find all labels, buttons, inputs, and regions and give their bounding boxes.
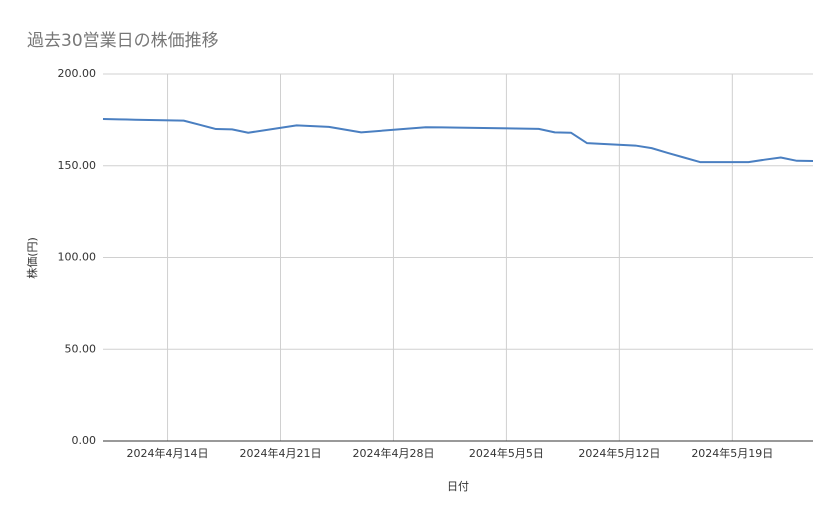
x-tick-label: 2024年5月19日: [691, 446, 773, 460]
x-tick-label: 2024年4月21日: [240, 446, 322, 460]
y-tick-label: 150.00: [58, 159, 97, 172]
x-tick-label: 2024年5月12日: [578, 446, 660, 460]
y-axis-title: 株価(円): [25, 237, 39, 279]
y-tick-label: 200.00: [58, 67, 97, 80]
x-tick-label: 2024年5月5日: [469, 446, 544, 460]
y-tick-label: 50.00: [65, 342, 97, 355]
x-axis-title: 日付: [447, 480, 469, 493]
price-line: [102, 117, 814, 164]
chart-title: 過去30営業日の株価推移: [27, 31, 219, 51]
x-tick-label: 2024年4月14日: [127, 446, 209, 460]
x-tick-label: 2024年4月28日: [352, 446, 434, 460]
y-tick-label: 0.00: [72, 434, 97, 447]
y-tick-label: 100.00: [58, 251, 97, 264]
